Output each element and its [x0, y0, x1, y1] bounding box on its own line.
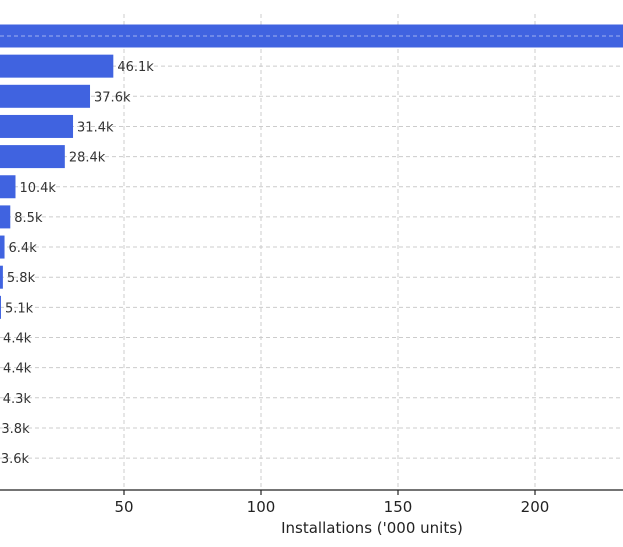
bar: [0, 265, 3, 289]
bar-value-label: 8.5k: [14, 211, 43, 226]
x-tick-label: 150: [384, 498, 413, 516]
bar-value-label: 5.8k: [7, 271, 36, 286]
bar: [0, 145, 65, 169]
bar-value-label: 4.4k: [3, 362, 32, 377]
bar: [0, 54, 114, 78]
bar: [0, 175, 16, 199]
x-tick-label: 50: [114, 498, 133, 516]
bar: [0, 205, 11, 229]
bar-value-label: 28.4k: [69, 151, 106, 166]
bar-value-label: 6.4k: [9, 241, 38, 256]
bar: [0, 84, 91, 108]
bar-value-label: 46.1k: [117, 60, 154, 75]
bar-value-label: 37.6k: [94, 90, 131, 105]
bar-value-label: 10.4k: [19, 181, 56, 196]
bar-value-label: 4.4k: [3, 332, 32, 347]
x-tick-label: 200: [521, 498, 550, 516]
bar-value-label: 31.4k: [77, 120, 114, 135]
bar: [0, 235, 5, 259]
bar-value-label: 5.1k: [5, 301, 34, 316]
bar-value-label: 3.6k: [1, 452, 30, 467]
bar-value-label: 4.3k: [3, 392, 32, 407]
bar-value-label: 3.8k: [1, 422, 30, 437]
grid: [0, 14, 623, 490]
bar: [0, 295, 1, 319]
data-labels: 46.1k 37.6k 31.4k 28.4k 10.4k 8.5k 6.4k 5.8k 5.1…: [0, 35, 623, 467]
x-tick-label: 100: [247, 498, 276, 516]
x-axis-ticks: 50 100 150 200: [114, 490, 549, 516]
x-axis-title: Installations ('000 units): [281, 519, 463, 537]
bar: [0, 114, 74, 138]
